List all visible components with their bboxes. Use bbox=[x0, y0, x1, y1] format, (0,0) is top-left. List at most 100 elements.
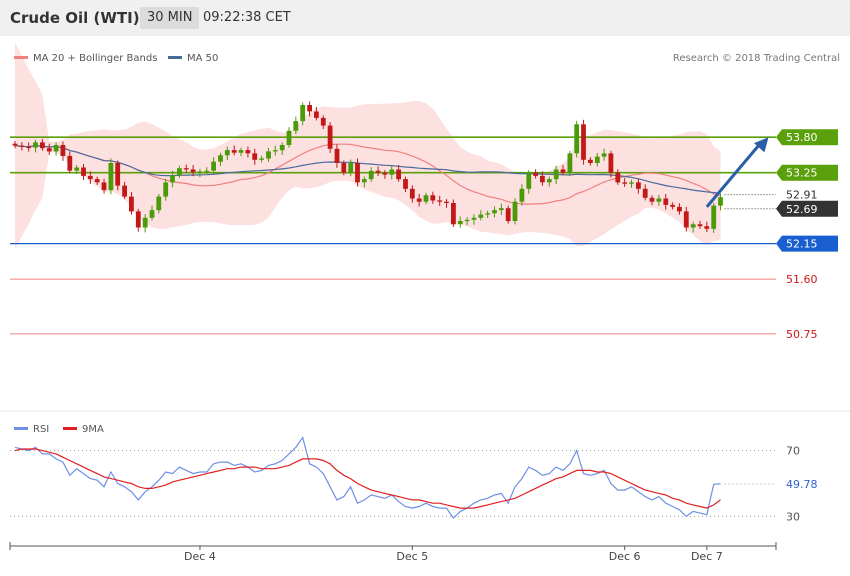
candle-body bbox=[355, 163, 360, 183]
candle-0 bbox=[12, 141, 18, 149]
candle-76 bbox=[533, 169, 538, 179]
candle-body bbox=[142, 217, 148, 228]
candle-body bbox=[540, 175, 545, 183]
candle-97 bbox=[677, 203, 682, 215]
candle-body bbox=[224, 150, 230, 156]
candle-88 bbox=[615, 169, 621, 185]
candle-58 bbox=[409, 185, 415, 203]
candle-body bbox=[601, 153, 607, 157]
candle-body bbox=[259, 158, 264, 160]
candle-50 bbox=[355, 158, 360, 187]
candle-46 bbox=[327, 122, 333, 153]
forecast-arrow bbox=[705, 137, 769, 208]
candle-body bbox=[512, 201, 518, 221]
ma50-legend: MA 50 bbox=[187, 53, 218, 64]
candle-7 bbox=[60, 141, 66, 161]
candle-86 bbox=[601, 148, 607, 161]
candle-5 bbox=[46, 143, 52, 155]
candle-body bbox=[492, 210, 497, 214]
candle-body bbox=[67, 155, 73, 171]
candle-body bbox=[471, 217, 477, 220]
tag-label: 52.91 bbox=[786, 189, 818, 202]
timeframe-badge[interactable]: 30 MIN bbox=[140, 7, 200, 29]
x-tick-label: Dec 6 bbox=[609, 550, 641, 563]
candle-24 bbox=[177, 165, 182, 178]
candle-103 bbox=[718, 193, 723, 211]
rsi-tick-30: 30 bbox=[786, 510, 800, 523]
arrow-head bbox=[753, 137, 769, 153]
candle-40 bbox=[286, 127, 292, 148]
x-tick-label: Dec 4 bbox=[184, 550, 216, 563]
candle-36 bbox=[259, 155, 264, 163]
candle-body bbox=[19, 145, 25, 147]
candle-body bbox=[553, 169, 559, 180]
candle-41 bbox=[293, 116, 299, 135]
candle-10 bbox=[81, 164, 86, 180]
candle-body bbox=[122, 185, 127, 197]
candle-body bbox=[293, 121, 299, 131]
candle-body bbox=[177, 168, 182, 176]
candle-body bbox=[382, 172, 388, 175]
candle-94 bbox=[656, 194, 662, 206]
candle-20 bbox=[149, 205, 155, 221]
rsi-last-value: 49.78 bbox=[786, 478, 818, 491]
candle-body bbox=[567, 153, 573, 173]
candle-body bbox=[320, 117, 326, 126]
candle-body bbox=[615, 172, 621, 183]
candle-99 bbox=[690, 221, 696, 233]
candle-body bbox=[286, 130, 292, 145]
candle-55 bbox=[389, 165, 395, 180]
candle-67 bbox=[471, 214, 477, 225]
ma20-legend: MA 20 + Bollinger Bands bbox=[33, 53, 157, 64]
candle-body bbox=[135, 211, 141, 228]
candle-71 bbox=[498, 203, 504, 215]
rsi-panel: 70 30 49.78 bbox=[0, 410, 850, 523]
candle-31 bbox=[224, 146, 230, 161]
candle-body bbox=[129, 196, 134, 212]
candle-84 bbox=[588, 157, 593, 166]
level-tag-53.25: 53.25 bbox=[776, 164, 838, 181]
candle-body bbox=[327, 125, 333, 149]
candle-75 bbox=[526, 170, 532, 194]
candle-65 bbox=[457, 216, 463, 228]
candle-body bbox=[334, 148, 340, 163]
candle-98 bbox=[683, 206, 689, 232]
level-tag-52.15: 52.15 bbox=[776, 235, 838, 252]
candle-body bbox=[594, 156, 600, 163]
candle-60 bbox=[423, 192, 429, 205]
candle-body bbox=[115, 163, 121, 186]
candle-body bbox=[608, 153, 614, 173]
ma50-swatch bbox=[168, 56, 182, 59]
candle-101 bbox=[704, 221, 710, 233]
x-axis: Dec 4 Dec 5 Dec 6 Dec 7 bbox=[9, 542, 777, 563]
rsi-ma-legend-label: 9MA bbox=[82, 424, 104, 435]
candle-62 bbox=[437, 195, 443, 206]
candle-79 bbox=[553, 165, 559, 184]
candle-34 bbox=[245, 146, 251, 158]
candle-100 bbox=[697, 220, 703, 229]
timestamp: 09:22:38 CET bbox=[203, 10, 291, 25]
candle-69 bbox=[485, 210, 491, 218]
candle-body bbox=[361, 179, 367, 183]
chart-header: Crude Oil (WTI) 30 MIN 09:22:38 CET bbox=[0, 0, 850, 36]
candle-body bbox=[498, 208, 504, 211]
tag-box bbox=[776, 200, 838, 217]
candle-body bbox=[560, 169, 566, 173]
candle-body bbox=[368, 170, 374, 180]
candle-54 bbox=[382, 170, 388, 179]
candle-body bbox=[272, 150, 278, 152]
candle-body bbox=[588, 159, 593, 163]
candle-body bbox=[12, 143, 18, 146]
arrow-shaft bbox=[705, 142, 762, 208]
candle-56 bbox=[396, 165, 401, 182]
candle-82 bbox=[574, 120, 580, 158]
candle-body bbox=[683, 211, 689, 228]
candle-2 bbox=[26, 142, 32, 152]
candle-body bbox=[252, 153, 258, 160]
candle-43 bbox=[307, 101, 312, 117]
candle-16 bbox=[122, 182, 127, 200]
candle-body bbox=[526, 172, 532, 189]
candle-body bbox=[231, 150, 237, 153]
candle-body bbox=[74, 167, 80, 171]
